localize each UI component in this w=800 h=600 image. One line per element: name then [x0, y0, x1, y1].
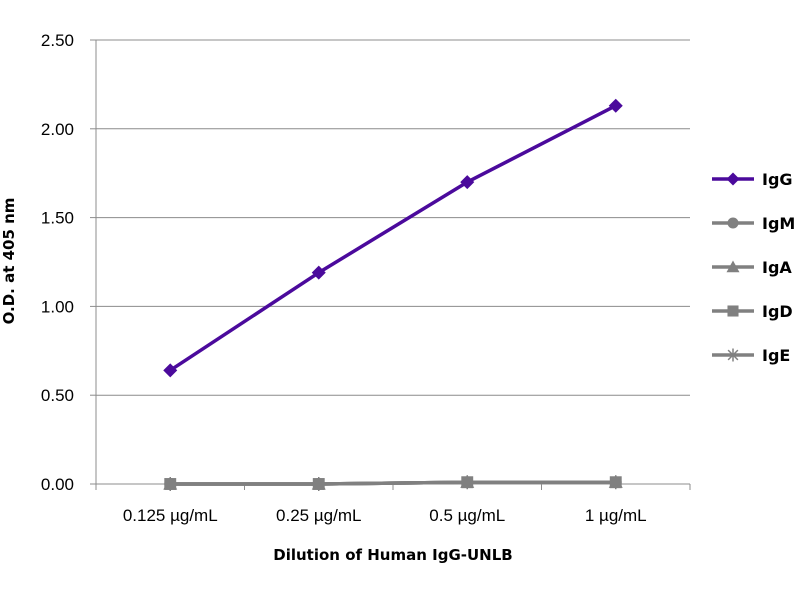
- legend-label-ige: IgE: [762, 346, 790, 365]
- y-tick-label: 2.50: [41, 31, 74, 50]
- series-line-igm: [170, 480, 616, 486]
- legend-marker-igm: [727, 217, 739, 229]
- gridlines: [96, 39, 690, 396]
- series-line-igg: [169, 104, 617, 372]
- legend-entry-igd: IgD: [712, 302, 793, 321]
- data-point-igm: [609, 476, 622, 489]
- legend-marker-igd: [727, 305, 739, 317]
- legend: IgG IgM IgA IgD IgE: [712, 170, 795, 365]
- legend-marker-igg: [726, 172, 740, 186]
- data-point-igm: [312, 478, 325, 490]
- axes: [90, 39, 691, 490]
- data-point-igg: [311, 265, 326, 280]
- y-tick-label: 0.50: [41, 386, 74, 405]
- y-tick-label: 0.00: [41, 475, 74, 494]
- x-tick-label: 1 µg/mL: [585, 506, 647, 525]
- data-point-igg: [163, 363, 178, 378]
- x-axis-title: Dilution of Human IgG-UNLB: [273, 546, 512, 564]
- legend-entry-igm: IgM: [712, 214, 795, 233]
- legend-label-igg: IgG: [762, 170, 793, 189]
- series-markers: [163, 98, 623, 491]
- legend-label-igm: IgM: [762, 214, 795, 233]
- legend-marker-ige: [727, 348, 739, 362]
- data-point-igg: [608, 98, 623, 113]
- x-tick-label: 0.5 µg/mL: [429, 506, 505, 525]
- data-point-igm: [461, 476, 474, 489]
- legend-marker-iga: [726, 260, 740, 273]
- legend-label-igd: IgD: [762, 302, 793, 321]
- x-tick-label: 0.125 µg/mL: [123, 506, 218, 525]
- legend-entry-igg: IgG: [712, 170, 793, 189]
- y-axis-title: O.D. at 405 nm: [0, 198, 18, 325]
- x-tick-labels: 0.125 µg/mL 0.25 µg/mL 0.5 µg/mL 1 µg/mL: [123, 506, 647, 525]
- x-tick-label: 0.25 µg/mL: [276, 506, 361, 525]
- legend-entry-ige: IgE: [712, 346, 790, 365]
- legend-label-iga: IgA: [762, 258, 792, 277]
- y-tick-label: 1.50: [41, 209, 74, 228]
- series-lines: [169, 104, 617, 486]
- data-point-igg: [460, 175, 475, 190]
- y-tick-label: 2.00: [41, 120, 74, 139]
- legend-entry-iga: IgA: [712, 258, 792, 277]
- y-tick-label: 1.00: [41, 297, 74, 316]
- data-point-igm: [164, 478, 177, 490]
- y-tick-labels: 0.00 0.50 1.00 1.50 2.00 2.50: [41, 31, 74, 494]
